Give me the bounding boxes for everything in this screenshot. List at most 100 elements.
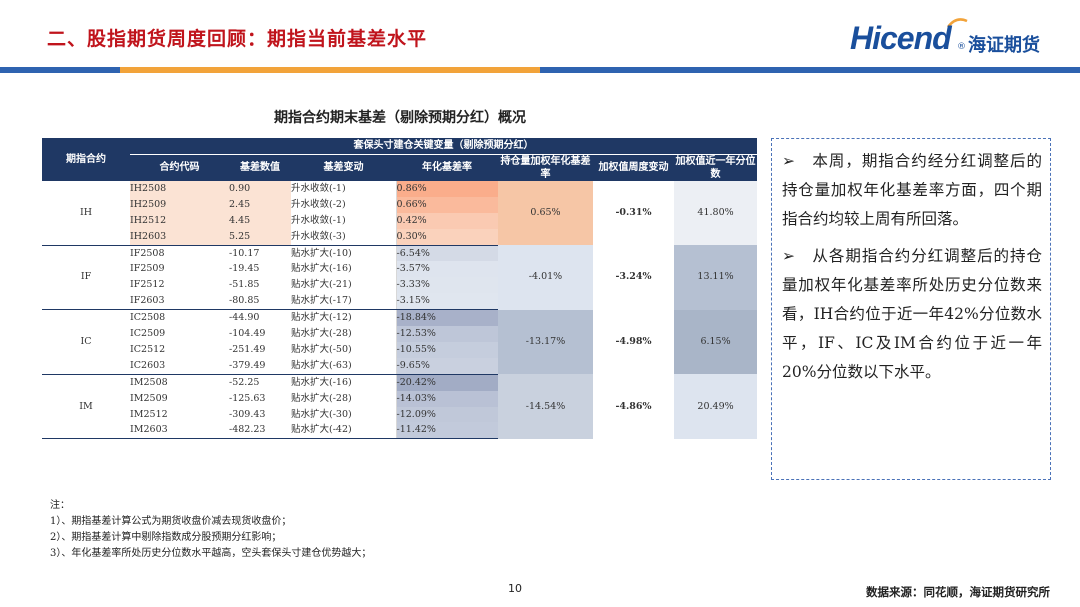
note-item: 1）、期指基差计算公式为期货收盘价减去现货收盘价； bbox=[50, 516, 292, 527]
band-segment bbox=[540, 67, 1080, 73]
group-header: 期指合约 bbox=[42, 138, 130, 181]
basis-change: 贴水扩大(-10) bbox=[291, 245, 397, 262]
group-name: IM bbox=[42, 374, 130, 440]
contract-code: IM2509 bbox=[130, 390, 229, 407]
annual-rate: -18.84% bbox=[396, 309, 498, 327]
contract-code: IM2603 bbox=[130, 422, 229, 440]
logo-english: Hicend bbox=[850, 20, 952, 56]
col-header-percentile: 加权值近一年分位数 bbox=[674, 154, 758, 181]
table-row: IF2603 -80.85 贴水扩大(-17) -3.15% bbox=[42, 293, 757, 311]
table-row: IC2512 -251.49 贴水扩大(-50) -10.55% bbox=[42, 341, 757, 358]
contract-code: IH2509 bbox=[130, 196, 229, 213]
percentile: 13.11% bbox=[674, 245, 758, 310]
basis-change: 升水收敛(-2) bbox=[291, 196, 397, 213]
contract-code: IM2512 bbox=[130, 406, 229, 423]
basis-value: -10.17 bbox=[229, 245, 291, 262]
basis-value: -104.49 bbox=[229, 326, 291, 342]
basis-value: -52.25 bbox=[229, 374, 291, 391]
basis-change: 贴水扩大(-21) bbox=[291, 277, 397, 294]
band-segment bbox=[120, 67, 540, 73]
weekly-change: -3.24% bbox=[593, 245, 674, 310]
page-number: 10 bbox=[508, 582, 522, 595]
percentile: 20.49% bbox=[674, 374, 758, 439]
weighted-rate: -13.17% bbox=[498, 309, 593, 375]
annual-rate: -3.15% bbox=[396, 293, 498, 311]
basis-value: 4.45 bbox=[229, 212, 291, 229]
note-item: 3）、年化基差率所处历史分位数水平越高，空头套保头寸建仓优势越大； bbox=[50, 548, 372, 559]
contract-code: IH2603 bbox=[130, 228, 229, 246]
basis-change: 贴水扩大(-16) bbox=[291, 261, 397, 278]
summary-bullet-1: ➢ 本周，期指合约经分红调整后的持仓量加权年化基差率方面，四个期指合约均较上周有… bbox=[782, 152, 1042, 228]
annual-rate: -11.42% bbox=[396, 422, 498, 440]
table-row: IC IC2508 -44.90 贴水扩大(-12) -18.84% -13.17% -4.… bbox=[42, 309, 758, 375]
basis-value: -80.85 bbox=[229, 293, 291, 311]
annual-rate: -3.33% bbox=[396, 277, 498, 294]
basis-value: 5.25 bbox=[229, 228, 291, 246]
contract-code: IC2512 bbox=[130, 341, 229, 358]
group-name: IF bbox=[42, 245, 130, 311]
contract-code: IC2509 bbox=[130, 326, 229, 342]
basis-value: 0.90 bbox=[229, 180, 291, 197]
annual-rate: 0.86% bbox=[396, 180, 498, 197]
basis-change: 贴水扩大(-50) bbox=[291, 341, 397, 358]
annual-rate: 0.30% bbox=[396, 228, 498, 246]
logo-registered-mark: ® bbox=[957, 42, 966, 52]
annual-rate: -3.57% bbox=[396, 261, 498, 278]
basis-value: -482.23 bbox=[229, 422, 291, 440]
annual-rate: -20.42% bbox=[396, 374, 498, 391]
table-row: IM2509 -125.63 贴水扩大(-28) -14.03% bbox=[42, 390, 757, 407]
annual-rate: -12.09% bbox=[396, 406, 498, 423]
basis-change: 贴水扩大(-30) bbox=[291, 406, 397, 423]
annual-rate: 0.42% bbox=[396, 212, 498, 229]
weighted-rate: -4.01% bbox=[498, 245, 593, 310]
note-item: 2）、期指基差计算中剔除指数成分股预期分红影响； bbox=[50, 532, 282, 543]
table-row: IC2509 -104.49 贴水扩大(-28) -12.53% bbox=[42, 326, 757, 342]
basis-table: 期指合约 套保头寸建仓关键变量（剔除预期分红） 合约代码 基差数值 基差变动 年… bbox=[42, 138, 758, 440]
table-row: IH2509 2.45 升水收敛(-2) 0.66% bbox=[42, 196, 757, 213]
weighted-rate: -14.54% bbox=[498, 374, 593, 439]
weekly-change: -4.98% bbox=[593, 309, 674, 375]
col-header-weighted: 持仓量加权年化基差率 bbox=[498, 154, 593, 181]
basis-change: 贴水扩大(-12) bbox=[291, 309, 397, 327]
table-row: IM IM2508 -52.25 贴水扩大(-16) -20.42% -14.54% -4.… bbox=[42, 374, 758, 440]
basis-value: -19.45 bbox=[229, 261, 291, 278]
contract-code: IC2508 bbox=[130, 309, 229, 327]
data-source: 数据来源：同花顺，海证期货研究所 bbox=[866, 585, 1050, 599]
table-row: IM2603 -482.23 贴水扩大(-42) -11.42% bbox=[42, 422, 757, 440]
col-header-annual: 年化基差率 bbox=[396, 154, 498, 181]
annual-rate: 0.66% bbox=[396, 196, 498, 213]
percentile: 6.15% bbox=[674, 309, 758, 375]
group-name: IH bbox=[42, 180, 130, 246]
basis-change: 贴水扩大(-17) bbox=[291, 293, 397, 311]
table-row: IH IH2508 0.90 升水收敛(-1) 0.86% 0.65% -0.31% 41.8… bbox=[42, 180, 758, 246]
table-row: IH2512 4.45 升水收敛(-1) 0.42% bbox=[42, 212, 757, 229]
basis-change: 贴水扩大(-16) bbox=[291, 374, 397, 391]
basis-value: -125.63 bbox=[229, 390, 291, 407]
annual-rate: -6.54% bbox=[396, 245, 498, 262]
group-name: IC bbox=[42, 309, 130, 375]
page-title: 二、股指期货周度回顾：期指当前基差水平 bbox=[47, 28, 428, 50]
contract-code: IM2508 bbox=[130, 374, 229, 391]
contract-code: IC2603 bbox=[130, 357, 229, 375]
weekly-change: -4.86% bbox=[593, 374, 674, 439]
basis-value: -251.49 bbox=[229, 341, 291, 358]
col-header-change: 基差变动 bbox=[291, 154, 396, 181]
contract-code: IH2508 bbox=[130, 180, 229, 197]
table-row: IF2509 -19.45 贴水扩大(-16) -3.57% bbox=[42, 261, 757, 278]
table-row: IH2603 5.25 升水收敛(-3) 0.30% bbox=[42, 228, 757, 246]
contract-code: IF2508 bbox=[130, 245, 229, 262]
weekly-change: -0.31% bbox=[593, 180, 674, 246]
table-row: IF IF2508 -10.17 贴水扩大(-10) -6.54% -4.01% -3.24… bbox=[42, 245, 758, 311]
basis-value: -379.49 bbox=[229, 357, 291, 375]
basis-value: -309.43 bbox=[229, 406, 291, 423]
notes-heading: 注： bbox=[50, 500, 70, 511]
col-header-basis: 基差数值 bbox=[229, 154, 291, 181]
super-header: 套保头寸建仓关键变量（剔除预期分红） bbox=[130, 138, 758, 155]
basis-value: -44.90 bbox=[229, 309, 291, 327]
table-row: IM2512 -309.43 贴水扩大(-30) -12.09% bbox=[42, 406, 757, 423]
basis-change: 贴水扩大(-63) bbox=[291, 357, 397, 375]
basis-change: 贴水扩大(-42) bbox=[291, 422, 397, 440]
annual-rate: -9.65% bbox=[396, 357, 498, 375]
band-segment bbox=[0, 67, 120, 73]
basis-change: 贴水扩大(-28) bbox=[291, 390, 397, 407]
